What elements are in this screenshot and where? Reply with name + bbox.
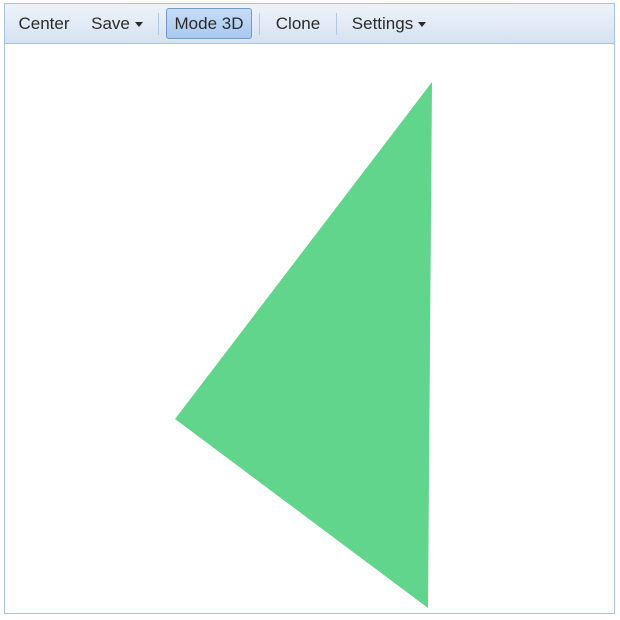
clone-button-label: Clone bbox=[275, 13, 321, 33]
toolbar-separator bbox=[336, 13, 337, 35]
toolbar-separator bbox=[158, 13, 159, 35]
mode-3d-toggle-button[interactable]: Mode 3D bbox=[166, 8, 252, 39]
center-button-label: Center bbox=[18, 13, 70, 33]
mode-3d-button-label: Mode 3D bbox=[174, 13, 244, 33]
settings-dropdown-button[interactable]: Settings bbox=[344, 8, 434, 39]
chevron-down-icon bbox=[418, 22, 427, 27]
toolbar-separator bbox=[259, 13, 260, 35]
drawing-canvas[interactable] bbox=[5, 44, 614, 613]
triangle-shape[interactable] bbox=[175, 82, 432, 608]
toolbar: Center Save Mode 3D Clone Settings bbox=[5, 4, 614, 44]
settings-button-label: Settings bbox=[351, 13, 414, 33]
chevron-down-icon bbox=[134, 22, 143, 27]
save-dropdown-button[interactable]: Save bbox=[85, 8, 149, 39]
clone-button[interactable]: Clone bbox=[267, 8, 329, 39]
app-window: Center Save Mode 3D Clone Settings bbox=[4, 3, 615, 614]
save-button-label: Save bbox=[91, 13, 130, 33]
center-button[interactable]: Center bbox=[11, 8, 77, 39]
